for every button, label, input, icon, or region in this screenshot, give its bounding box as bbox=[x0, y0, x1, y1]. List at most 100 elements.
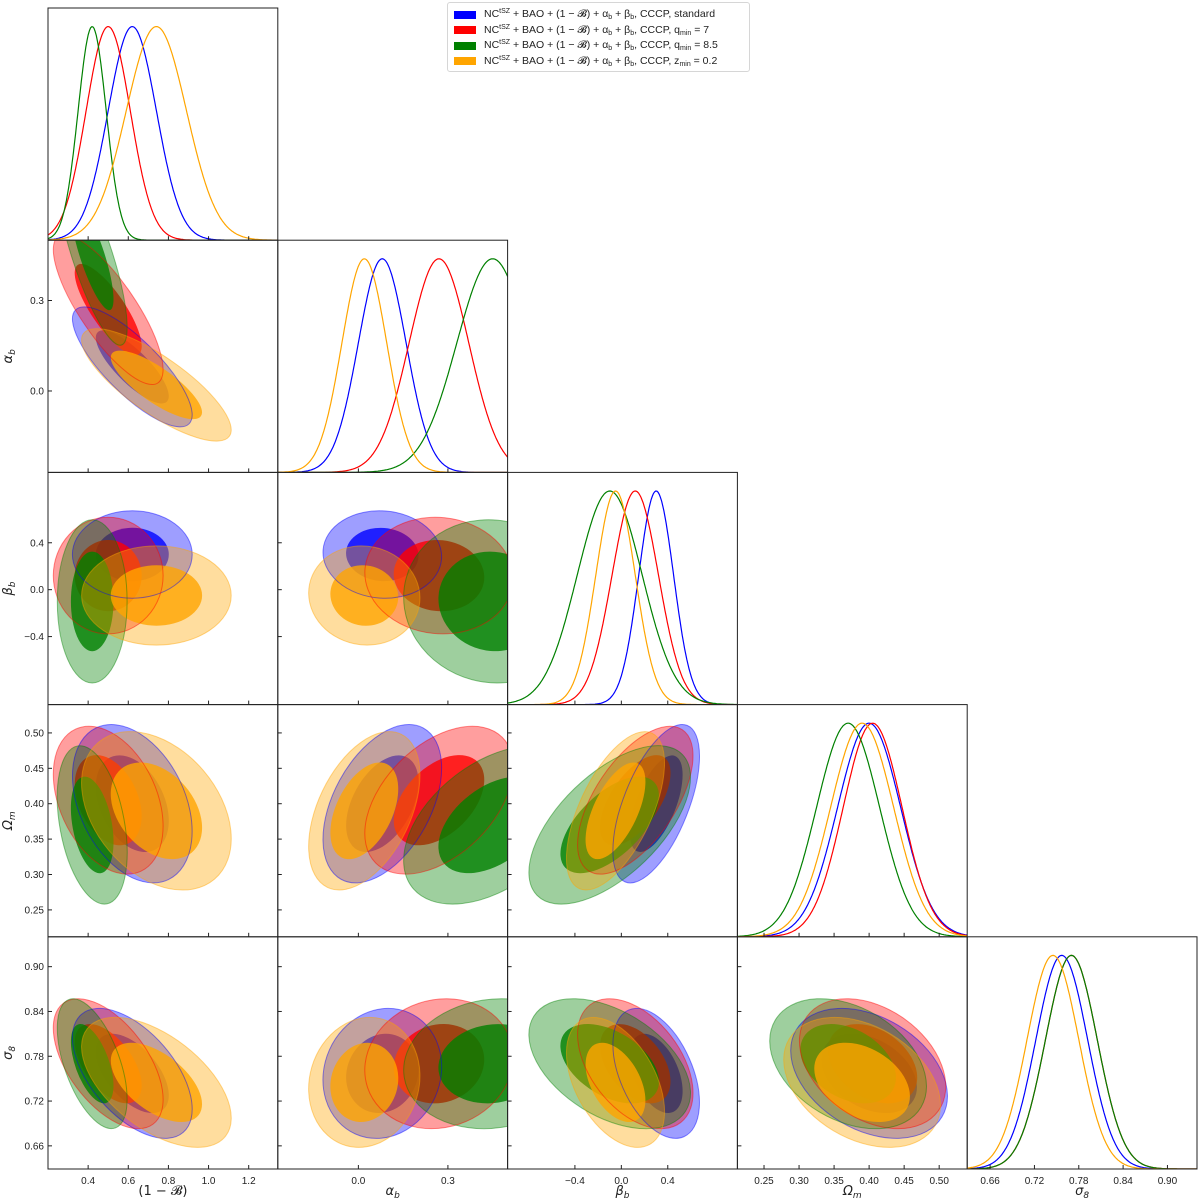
contour-68-zmin0.2 bbox=[110, 1042, 203, 1123]
marginal-curve-standard bbox=[277, 258, 508, 473]
x-tick-label: 0.90 bbox=[1158, 1176, 1178, 1187]
contour-outline bbox=[56, 519, 128, 684]
x-tick-label: 0.3 bbox=[441, 1176, 455, 1187]
legend-entry-qmin7: NCtSZ + BAO + (1 − 𝓑) + αb + βb, CCCP, q… bbox=[454, 23, 743, 39]
panel-frame bbox=[966, 936, 1198, 1170]
marginal-curve-qmin7 bbox=[737, 722, 968, 937]
contour-68-zmin0.2 bbox=[330, 565, 399, 626]
contour-outline bbox=[769, 998, 927, 1130]
contour-outline bbox=[364, 516, 508, 635]
y-tick-label: 0.90 bbox=[25, 962, 45, 973]
marginal-curve-qmin8.5 bbox=[737, 722, 968, 937]
y-tick-label: 0.40 bbox=[25, 799, 45, 810]
panel-B-vs-Om: 0.25 0.30 0.35 0.40 0.45 0.50 bbox=[25, 704, 279, 938]
panel-frame bbox=[736, 704, 968, 938]
panel-alpha-vs-beta bbox=[277, 471, 509, 706]
contour-outline bbox=[798, 998, 947, 1130]
legend-label: NCtSZ + BAO + (1 − 𝓑) + αb + βb, CCCP, q… bbox=[484, 23, 710, 37]
legend-swatch bbox=[454, 41, 476, 50]
contour-outline bbox=[322, 510, 443, 599]
contour-outline bbox=[403, 745, 508, 905]
contour-outline bbox=[403, 998, 508, 1130]
panel-alpha-vs-Om bbox=[277, 704, 509, 938]
marginal-curve-zmin0.2 bbox=[48, 26, 278, 241]
contour-68-zmin0.2 bbox=[585, 1042, 646, 1123]
marginal-curve-zmin0.2 bbox=[967, 954, 1197, 1169]
x-tick-label: 0.0 bbox=[614, 1176, 628, 1187]
marginal-panel-alpha bbox=[277, 239, 509, 473]
contour-outline bbox=[783, 1016, 941, 1148]
y-tick-label: 0.0 bbox=[30, 585, 44, 596]
contour-68-zmin0.2 bbox=[585, 762, 646, 860]
contour-outline bbox=[56, 240, 128, 346]
legend-label: NCtSZ + BAO + (1 − 𝓑) + αb + βb, CCCP, q… bbox=[484, 39, 718, 53]
contour-outline bbox=[52, 725, 164, 875]
contour-outline bbox=[565, 731, 666, 891]
panel-beta-vs-Om bbox=[507, 704, 738, 938]
x-tick-label: 0.8 bbox=[161, 1176, 175, 1187]
contour-outline bbox=[81, 545, 232, 646]
legend-label: NCtSZ + BAO + (1 − 𝓑) + αb + βb, CCCP, z… bbox=[484, 54, 718, 68]
contour-outline bbox=[71, 1007, 193, 1139]
contour-outline bbox=[71, 510, 193, 599]
contour-outline bbox=[528, 998, 692, 1130]
y-axis-label-Om: Ωm bbox=[1, 811, 18, 831]
y-tick-label: 0.66 bbox=[25, 1141, 45, 1152]
contour-outline bbox=[308, 1016, 421, 1148]
contour-outline bbox=[81, 1016, 232, 1148]
panel-frame bbox=[277, 239, 509, 473]
contour-outline bbox=[612, 1007, 700, 1139]
y-axis-label-alpha: αb bbox=[1, 349, 18, 364]
contour-outline bbox=[56, 998, 128, 1130]
contour-68-zmin0.2 bbox=[814, 1042, 910, 1123]
panel-beta-vs-s8: −0.4 0.0 0.4 bbox=[507, 936, 738, 1187]
x-tick-label: 1.0 bbox=[202, 1176, 216, 1187]
contour-outline bbox=[308, 731, 421, 891]
marginal-curve-standard bbox=[737, 722, 968, 937]
legend-entry-qmin8.5: NCtSZ + BAO + (1 − 𝓑) + αb + βb, CCCP, q… bbox=[454, 38, 743, 54]
y-tick-label: 0.4 bbox=[30, 538, 44, 549]
panel-B-vs-beta: −0.4 0.0 0.4 bbox=[24, 471, 279, 706]
contour-outline bbox=[81, 328, 232, 442]
contour-outline bbox=[308, 545, 421, 646]
panel-alpha-vs-s8: 0.0 0.3 bbox=[277, 936, 509, 1187]
marginal-curve-standard bbox=[507, 490, 738, 705]
contour-outline bbox=[52, 998, 164, 1130]
contour-68-zmin0.2 bbox=[330, 1042, 399, 1123]
marginal-curve-qmin8.5 bbox=[967, 954, 1197, 1169]
marginal-curve-qmin7 bbox=[48, 25, 278, 241]
x-tick-label: 0.72 bbox=[1025, 1176, 1045, 1187]
x-tick-label: 0.35 bbox=[824, 1176, 844, 1187]
x-tick-label: 0.84 bbox=[1113, 1176, 1133, 1187]
marginal-panel-B bbox=[47, 7, 279, 241]
x-tick-label: 0.0 bbox=[351, 1176, 365, 1187]
marginal-curve-zmin0.2 bbox=[737, 722, 968, 937]
x-axis-label-s8: σ8 bbox=[1075, 1184, 1089, 1201]
marginal-curve-qmin7 bbox=[277, 258, 508, 473]
y-tick-label: 0.50 bbox=[25, 728, 45, 739]
marginal-curve-standard bbox=[967, 954, 1197, 1169]
contour-68-qmin8.5 bbox=[70, 776, 114, 874]
x-tick-label: 0.30 bbox=[789, 1176, 809, 1187]
marginal-panel-beta bbox=[507, 471, 738, 706]
legend-swatch bbox=[454, 57, 476, 66]
y-tick-label: 0.72 bbox=[25, 1097, 45, 1108]
y-axis-label-s8: σ8 bbox=[1, 1046, 18, 1060]
contour-outline bbox=[71, 306, 193, 428]
marginal-panel-s8: 0.66 0.72 0.78 0.84 0.90 bbox=[966, 936, 1198, 1187]
y-tick-label: −0.4 bbox=[24, 632, 44, 643]
contour-68-zmin0.2 bbox=[110, 350, 203, 420]
x-tick-label: 0.50 bbox=[929, 1176, 949, 1187]
x-axis-label-B: (1 − 𝓑) bbox=[138, 1184, 187, 1199]
panel-frame bbox=[47, 7, 279, 241]
y-tick-label: 0.3 bbox=[30, 296, 44, 307]
legend-entry-zmin0.2: NCtSZ + BAO + (1 − 𝓑) + αb + βb, CCCP, z… bbox=[454, 54, 743, 70]
legend-label: NCtSZ + BAO + (1 − 𝓑) + αb + βb, CCCP, s… bbox=[484, 8, 716, 22]
x-tick-label: 0.4 bbox=[81, 1176, 95, 1187]
y-tick-label: 0.35 bbox=[25, 835, 45, 846]
marginal-curve-qmin8.5 bbox=[48, 26, 278, 241]
y-tick-label: 0.30 bbox=[25, 870, 45, 881]
marginal-curve-zmin0.2 bbox=[277, 258, 508, 473]
contour-68-qmin8.5 bbox=[70, 551, 114, 652]
x-tick-label: 0.6 bbox=[121, 1176, 135, 1187]
